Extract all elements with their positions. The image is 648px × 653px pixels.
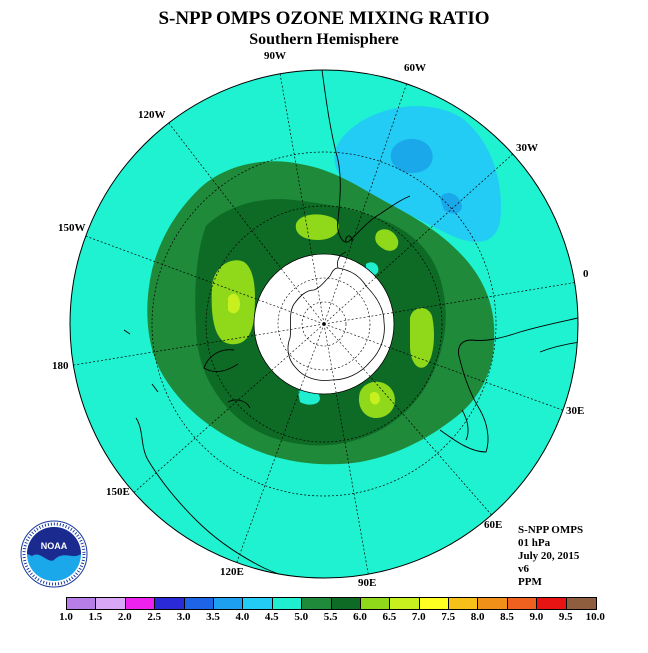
colorbar-tick-label: 1.0 (59, 611, 73, 623)
colorbar-labels: 1.0 1.5 2.0 2.5 3.0 3.5 4.0 4.5 5.0 5.5 6.0 6.5 7.0 7… (0, 611, 648, 625)
colorbar-swatch (537, 598, 567, 609)
colorbar-swatch (125, 598, 156, 609)
colorbar-swatch (302, 598, 332, 609)
colorbar-swatch (566, 598, 597, 609)
colorbar-swatch (272, 598, 303, 609)
lon-label-90w: 90W (264, 50, 286, 62)
antarctica-coastline (287, 267, 385, 381)
info-instrument: S-NPP OMPS (518, 524, 584, 536)
page-title: S-NPP OMPS OZONE MIXING RATIO (158, 8, 490, 29)
colorbar-swatch (419, 598, 450, 609)
info-version: v6 (518, 563, 529, 575)
page-subtitle: Southern Hemisphere (249, 31, 399, 48)
ozone-region-6.5-7.0-east (410, 307, 434, 368)
colorbar-swatch (96, 598, 126, 609)
colorbar-tick-label: 6.5 (382, 611, 397, 623)
colorbar-tick-label: 8.0 (470, 611, 485, 623)
ozone-region-7.0-7.5-south (370, 392, 380, 405)
colorbar-tick-label: 9.5 (558, 611, 573, 623)
colorbar-swatch (184, 598, 214, 609)
lon-label-120e: 120E (220, 566, 244, 578)
colorbar-tick-label: 2.0 (117, 611, 132, 623)
colorbar-tick-label: 2.5 (147, 611, 162, 623)
lon-label-90e: 90E (358, 577, 377, 589)
coastlines (123, 70, 578, 578)
colorbar-tick-label: 5.5 (323, 611, 338, 623)
south-pole-marker (322, 322, 326, 326)
info-date: July 20, 2015 (518, 550, 580, 562)
map-border (69, 69, 579, 579)
lon-label-60e: 60E (484, 519, 503, 531)
product-info: S-NPP OMPS 01 hPa July 20, 2015 v6 PPM (518, 524, 583, 589)
colorbar-tick-label: 6.0 (353, 611, 367, 623)
lon-label-150e: 150E (106, 486, 130, 498)
colorbar-tick-label: 4.0 (235, 611, 250, 623)
lon-label-120w: 120W (138, 109, 166, 121)
colorbar-tick-label: 7.0 (411, 611, 426, 623)
colorbar (66, 597, 598, 610)
colorbar-tick-label: 9.0 (529, 611, 544, 623)
info-pressure-level: 01 hPa (518, 537, 551, 549)
lon-label-0: 0 (583, 268, 589, 280)
colorbar-tick-label: 7.5 (441, 611, 456, 623)
noaa-logo-text: NOAA (41, 541, 68, 551)
colorbar-tick-label: 3.5 (206, 611, 220, 623)
lon-label-60w: 60W (404, 62, 426, 74)
colorbar-swatch (67, 598, 97, 609)
colorbar-swatch (243, 598, 273, 609)
colorbar-swatch (478, 598, 508, 609)
ozone-region-3.5-4.0 (390, 139, 433, 174)
colorbar-swatch (360, 598, 391, 609)
lon-label-180: 180 (52, 360, 69, 372)
lon-label-150w: 150W (58, 222, 86, 234)
colorbar-tick-label: 5.0 (294, 611, 309, 623)
ozone-region-7.0-7.5-west (228, 293, 240, 314)
lon-label-30w: 30W (516, 142, 538, 154)
colorbar-tick-label: 1.5 (88, 611, 103, 623)
colorbar-tick-label: 8.5 (500, 611, 514, 623)
antarctic-peninsula (337, 251, 347, 269)
colorbar-swatch (390, 598, 420, 609)
colorbar-swatch (155, 598, 185, 609)
colorbar-tick-label: 3.0 (176, 611, 191, 623)
colorbar-swatch (449, 598, 479, 609)
colorbar-swatch (507, 598, 538, 609)
ozone-region-3.5-4.0-small (440, 192, 462, 214)
colorbar-swatch (331, 598, 361, 609)
colorbar-swatch (213, 598, 244, 609)
ozone-region-6.5-7.0-north2 (375, 229, 399, 251)
lon-label-30e: 30E (566, 405, 585, 417)
colorbar-tick-label: 4.5 (264, 611, 279, 623)
colorbar-tick-label: 10.0 (585, 611, 605, 623)
noaa-logo: NOAA (20, 520, 88, 588)
pole-grid (254, 254, 394, 394)
info-units: PPM (518, 576, 542, 588)
ozone-region-6.5-7.0-north (295, 214, 339, 240)
noaa-logo-graphic: NOAA (20, 520, 88, 588)
